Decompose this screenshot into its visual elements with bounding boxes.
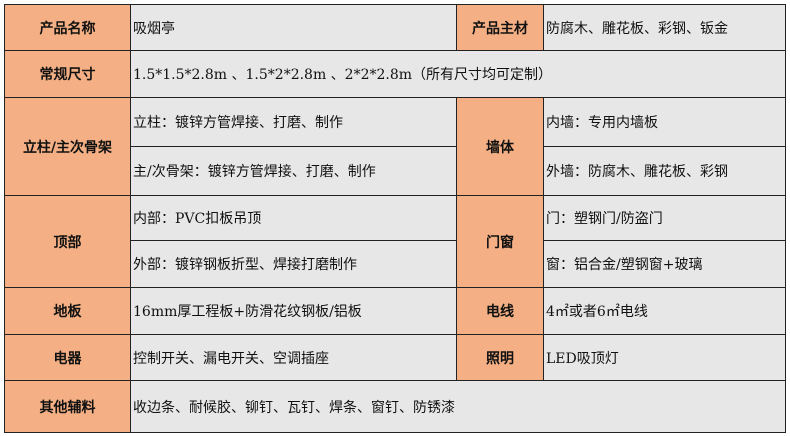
label-wall: 墙体 bbox=[456, 97, 544, 196]
label-floor: 地板 bbox=[4, 287, 131, 335]
value-main-material: 防腐木、雕花板、彩钢、钣金 bbox=[543, 4, 786, 51]
table-row: 顶部 内部：PVC扣板吊顶 门窗 门：塑钢门/防盗门 bbox=[4, 195, 786, 288]
label-roof: 顶部 bbox=[4, 195, 131, 288]
table-row: 其他辅料 收边条、耐候胶、铆钉、瓦钉、焊条、窗钉、防锈漆 bbox=[4, 380, 786, 433]
table-row: 外部：镀锌钢板折型、焊接打磨制作 窗：铝合金/塑钢窗+玻璃 bbox=[5, 240, 786, 288]
value-other: 收边条、耐候胶、铆钉、瓦钉、焊条、窗钉、防锈漆 bbox=[130, 380, 786, 433]
label-electric: 电器 bbox=[4, 334, 131, 381]
label-frame: 立柱/主次骨架 bbox=[4, 97, 131, 196]
value-floor: 16mm厚工程板+防滑花纹钢板/铝板 bbox=[130, 287, 457, 335]
label-product-name: 产品名称 bbox=[4, 4, 131, 51]
value-lighting: LED吸顶灯 bbox=[543, 334, 786, 381]
value-electric: 控制开关、漏电开关、空调插座 bbox=[130, 334, 457, 381]
table-row: 主/次骨架：镀锌方管焊接、打磨、制作 外墙：防腐木、雕花板、彩钢 bbox=[5, 146, 786, 196]
value-roof-inner: 内部：PVC扣板吊顶 bbox=[130, 195, 457, 241]
label-size: 常规尺寸 bbox=[4, 50, 131, 98]
table-row: 产品名称 吸烟亭 产品主材 防腐木、雕花板、彩钢、钣金 bbox=[4, 4, 786, 51]
table-row: 电器 控制开关、漏电开关、空调插座 照明 LED吸顶灯 bbox=[4, 334, 786, 381]
value-wire: 4㎡或者6㎡电线 bbox=[543, 287, 786, 335]
value-product-name: 吸烟亭 bbox=[130, 4, 457, 51]
value-door: 门：塑钢门/防盗门 bbox=[543, 195, 786, 241]
label-door-window: 门窗 bbox=[456, 195, 544, 288]
label-wire: 电线 bbox=[456, 287, 544, 335]
table-row: 地板 16mm厚工程板+防滑花纹钢板/铝板 电线 4㎡或者6㎡电线 bbox=[4, 287, 786, 335]
table-row: 常规尺寸 1.5*1.5*2.8m 、1.5*2*2.8m 、2*2*2.8m（… bbox=[4, 50, 786, 98]
label-lighting: 照明 bbox=[456, 334, 544, 381]
label-other: 其他辅料 bbox=[4, 380, 131, 433]
label-main-material: 产品主材 bbox=[456, 4, 544, 51]
value-column: 立柱：镀锌方管焊接、打磨、制作 bbox=[130, 97, 457, 147]
value-inner-wall: 内墙：专用内墙板 bbox=[543, 97, 786, 147]
product-spec-table: 产品名称 吸烟亭 产品主材 防腐木、雕花板、彩钢、钣金 常规尺寸 1.5*1.5… bbox=[4, 4, 786, 433]
value-frame: 主/次骨架：镀锌方管焊接、打磨、制作 bbox=[130, 146, 457, 196]
value-window: 窗：铝合金/塑钢窗+玻璃 bbox=[543, 240, 786, 288]
value-roof-outer: 外部：镀锌钢板折型、焊接打磨制作 bbox=[130, 240, 457, 288]
value-size: 1.5*1.5*2.8m 、1.5*2*2.8m 、2*2*2.8m（所有尺寸均… bbox=[130, 50, 786, 98]
table-row: 立柱/主次骨架 立柱：镀锌方管焊接、打磨、制作 墙体 内墙：专用内墙板 bbox=[4, 97, 786, 196]
value-outer-wall: 外墙：防腐木、雕花板、彩钢 bbox=[543, 146, 786, 196]
